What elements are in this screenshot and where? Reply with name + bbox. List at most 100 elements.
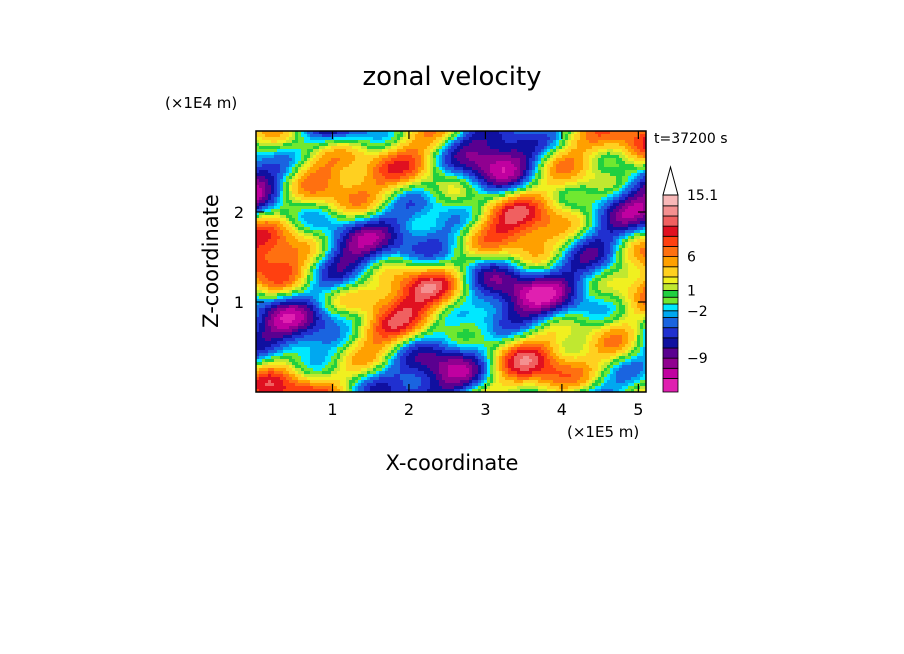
contour-cell <box>448 188 452 192</box>
contour-cell <box>475 194 479 198</box>
contour-cell <box>511 236 515 240</box>
contour-cell <box>469 218 473 222</box>
contour-cell <box>613 143 617 147</box>
contour-cell <box>616 161 620 165</box>
contour-cell <box>445 170 449 174</box>
contour-cell <box>265 236 269 240</box>
contour-cell <box>346 161 350 165</box>
contour-cell <box>592 242 596 246</box>
contour-cell <box>256 221 260 225</box>
contour-cell <box>403 224 407 228</box>
contour-cell <box>595 191 599 195</box>
contour-cell <box>610 230 614 234</box>
contour-cell <box>397 152 401 156</box>
contour-cell <box>268 239 272 243</box>
contour-cell <box>418 149 422 153</box>
contour-cell <box>391 164 395 168</box>
contour-cell <box>601 161 605 165</box>
contour-cell <box>520 173 524 177</box>
contour-cell <box>340 164 344 168</box>
contour-cell <box>598 152 602 156</box>
contour-cell <box>595 152 599 156</box>
contour-cell <box>442 200 446 204</box>
contour-cell <box>559 182 563 186</box>
contour-cell <box>283 158 287 162</box>
contour-cell <box>637 167 641 171</box>
contour-cell <box>349 182 353 186</box>
contour-cell <box>334 155 338 159</box>
contour-cell <box>586 206 590 210</box>
contour-cell <box>292 134 296 138</box>
contour-cell <box>541 131 545 135</box>
contour-cell <box>559 200 563 204</box>
contour-cell <box>259 143 263 147</box>
contour-cell <box>469 152 473 156</box>
contour-cell <box>310 239 314 243</box>
contour-cell <box>451 149 455 153</box>
contour-cell <box>274 137 278 141</box>
contour-cell <box>526 221 530 225</box>
contour-cell <box>532 161 536 165</box>
contour-cell <box>589 224 593 228</box>
contour-cell <box>541 182 545 186</box>
contour-cell <box>346 176 350 180</box>
contour-cell <box>295 221 299 225</box>
contour-cell <box>562 200 566 204</box>
contour-cell <box>484 194 488 198</box>
contour-cell <box>610 227 614 231</box>
contour-cell <box>592 149 596 153</box>
contour-cell <box>538 146 542 150</box>
contour-cell <box>421 230 425 234</box>
contour-cell <box>271 140 275 144</box>
contour-cell <box>262 200 266 204</box>
contour-cell <box>580 188 584 192</box>
contour-cell <box>256 149 260 153</box>
contour-cell <box>292 236 296 240</box>
contour-cell <box>466 179 470 183</box>
contour-cell <box>496 155 500 159</box>
contour-cell <box>442 215 446 219</box>
contour-cell <box>499 227 503 231</box>
contour-cell <box>439 176 443 180</box>
contour-cell <box>643 161 646 165</box>
contour-cell <box>412 185 416 189</box>
contour-cell <box>565 134 569 138</box>
contour-cell <box>589 185 593 189</box>
contour-cell <box>352 221 356 225</box>
contour-cell <box>370 212 374 216</box>
contour-cell <box>610 140 614 144</box>
contour-cell <box>445 182 449 186</box>
contour-cell <box>637 233 641 237</box>
contour-cell <box>265 227 269 231</box>
contour-cell <box>604 236 608 240</box>
contour-cell <box>454 131 458 135</box>
contour-cell <box>325 221 329 225</box>
contour-cell <box>577 176 581 180</box>
contour-cell <box>370 245 374 249</box>
contour-cell <box>616 209 620 213</box>
contour-cell <box>532 158 536 162</box>
contour-cell <box>337 221 341 225</box>
contour-cell <box>364 143 368 147</box>
contour-cell <box>523 227 527 231</box>
contour-cell <box>607 221 611 225</box>
contour-cell <box>463 155 467 159</box>
contour-cell <box>502 158 506 162</box>
contour-cell <box>544 206 548 210</box>
contour-cell <box>400 164 404 168</box>
contour-cell <box>289 209 293 213</box>
contour-cell <box>481 197 485 201</box>
contour-cell <box>316 236 320 240</box>
contour-cell <box>262 209 266 213</box>
contour-cell <box>331 143 335 147</box>
contour-cell <box>592 146 596 150</box>
contour-cell <box>403 176 407 180</box>
contour-cell <box>346 221 350 225</box>
contour-cell <box>403 140 407 144</box>
contour-cell <box>385 197 389 201</box>
contour-cell <box>562 137 566 141</box>
contour-cell <box>643 215 646 219</box>
contour-cell <box>319 137 323 141</box>
contour-cell <box>535 242 539 246</box>
contour-cell <box>496 134 500 138</box>
